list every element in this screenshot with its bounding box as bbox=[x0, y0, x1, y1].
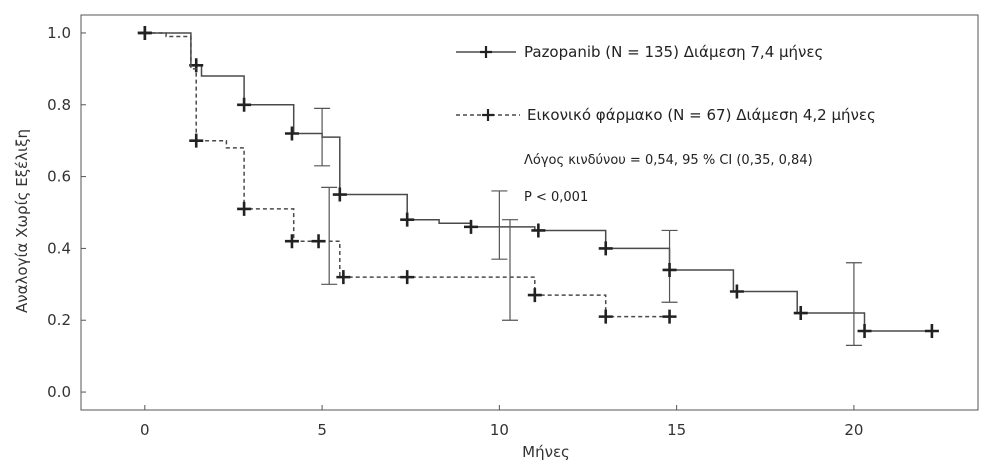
error-bar-pazopanib bbox=[314, 107, 331, 167]
censor-mark-placebo bbox=[311, 234, 326, 249]
censor-mark-placebo bbox=[336, 270, 351, 285]
censor-mark-pazopanib bbox=[464, 219, 478, 234]
error-bar-pazopanib bbox=[845, 262, 862, 346]
x-tick-label: 5 bbox=[317, 421, 327, 439]
y-tick-label: 1.0 bbox=[47, 24, 71, 42]
error-bar-pazopanib bbox=[491, 190, 508, 260]
y-tick-label: 0.0 bbox=[47, 383, 71, 401]
p-value-annotation: P < 0,001 bbox=[524, 190, 588, 205]
series-placebo bbox=[137, 25, 677, 324]
y-tick-label: 0.4 bbox=[47, 239, 71, 257]
y-tick-label: 0.8 bbox=[47, 96, 71, 114]
censor-mark-pazopanib bbox=[332, 187, 347, 202]
x-tick-label: 10 bbox=[490, 421, 509, 439]
censor-mark-pazopanib bbox=[237, 97, 252, 112]
legend-label-pazopanib: Pazopanib (N = 135) Διάμεση 7,4 μήνες bbox=[524, 43, 823, 61]
censor-mark-placebo bbox=[400, 270, 415, 285]
legend: Pazopanib (N = 135) Διάμεση 7,4 μήνες Ει… bbox=[456, 43, 876, 124]
censor-mark-placebo bbox=[527, 288, 542, 303]
censor-mark-placebo bbox=[662, 309, 677, 324]
y-tick-label: 0.6 bbox=[47, 168, 71, 186]
censor-mark-pazopanib bbox=[793, 306, 808, 321]
censor-mark-placebo bbox=[137, 25, 152, 40]
censor-mark-pazopanib bbox=[400, 212, 415, 227]
censor-mark-pazopanib bbox=[924, 324, 939, 338]
survival-curve-pazopanib bbox=[144, 32, 932, 332]
legend-label-placebo: Εικονικό φάρμακο (N = 67) Διάμεση 4,2 μή… bbox=[527, 106, 876, 124]
series-layer bbox=[137, 25, 939, 346]
ticks-layer: 0.0 0.2 0.4 0.6 0.8 1.0 0 5 10 15 20 bbox=[47, 24, 863, 439]
censor-mark-placebo bbox=[237, 201, 252, 216]
censor-mark-placebo bbox=[598, 309, 613, 324]
error-bar-placebo bbox=[321, 186, 338, 285]
censor-mark-placebo bbox=[284, 234, 299, 249]
censor-mark-pazopanib bbox=[598, 241, 613, 256]
censor-mark-pazopanib bbox=[284, 126, 299, 141]
hazard-ratio-annotation: Λόγος κινδύνου = 0,54, 95 % CI (0,35, 0,… bbox=[524, 153, 813, 168]
censor-mark-pazopanib bbox=[729, 284, 744, 299]
plot-frame bbox=[80, 14, 979, 411]
y-axis-title: Αναλογία Χωρίς Εξέλιξη bbox=[13, 129, 31, 313]
x-tick-label: 20 bbox=[844, 421, 863, 439]
x-tick-label: 15 bbox=[667, 421, 686, 439]
censor-mark-pazopanib bbox=[662, 262, 677, 277]
censor-mark-pazopanib bbox=[857, 324, 872, 338]
y-tick-label: 0.2 bbox=[47, 311, 71, 329]
legend-marker-pazopanib bbox=[480, 46, 492, 58]
error-bar-placebo bbox=[502, 219, 518, 321]
censor-mark-pazopanib bbox=[531, 223, 546, 238]
legend-marker-placebo bbox=[482, 109, 494, 121]
x-tick-label: 0 bbox=[140, 421, 150, 439]
x-axis-title: Μήνες bbox=[522, 443, 570, 461]
censor-mark-placebo bbox=[189, 133, 204, 148]
